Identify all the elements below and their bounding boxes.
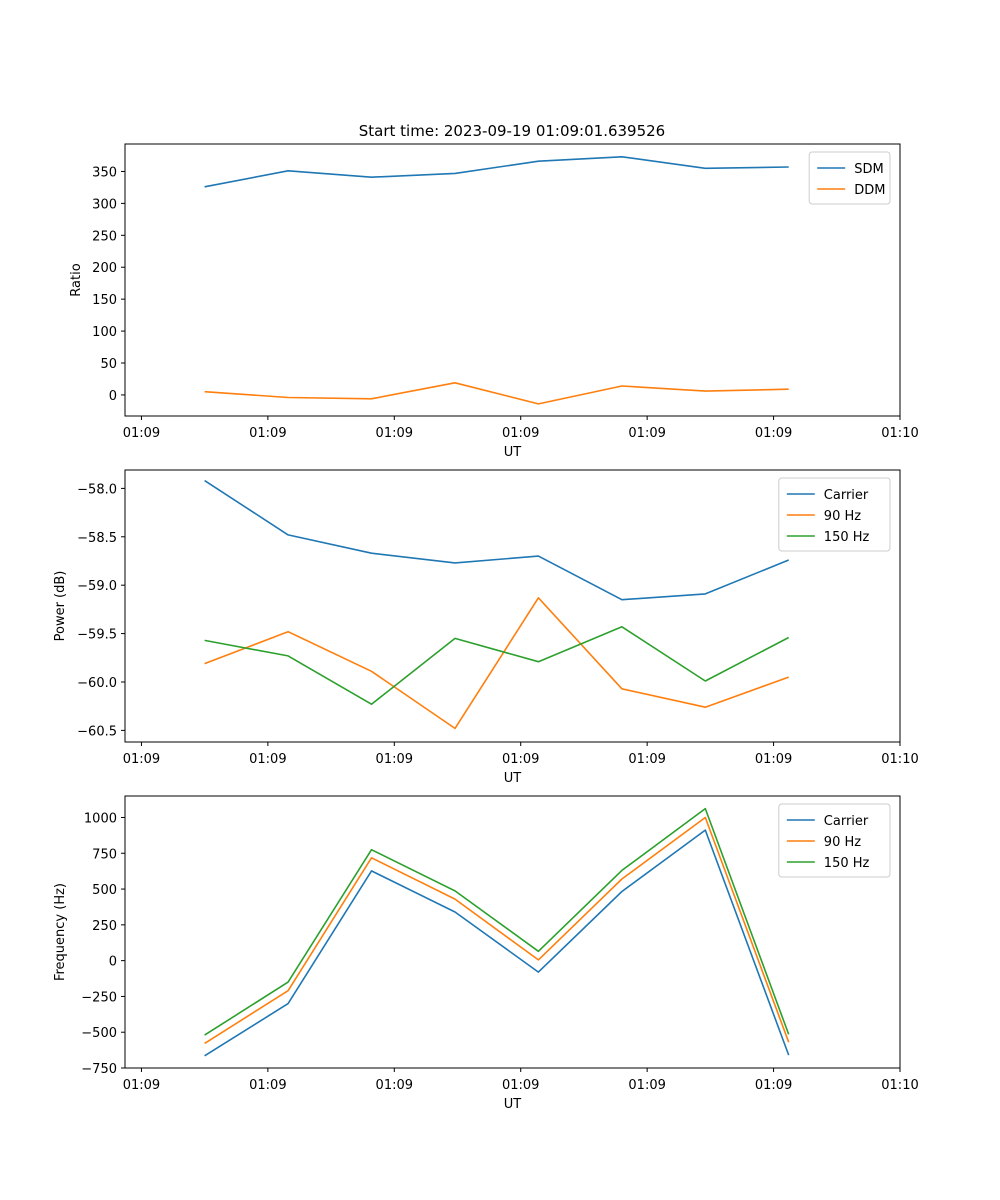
- y-tick-label: 750: [92, 847, 117, 862]
- series-line-150-hz: [204, 807, 790, 1036]
- y-axis-label: Ratio: [69, 263, 84, 296]
- y-tick-label: 150: [92, 293, 117, 308]
- y-tick-label: −250: [81, 990, 117, 1005]
- series-line-150-hz: [204, 625, 790, 706]
- x-tick-label: 01:09: [755, 752, 792, 767]
- x-tick-label: 01:10: [881, 426, 918, 441]
- x-tick-label: 01:09: [376, 1078, 413, 1093]
- y-tick-label: 1000: [84, 811, 117, 826]
- x-axis-label: UT: [504, 1097, 522, 1112]
- y-tick-label: −58.0: [77, 482, 117, 497]
- y-tick-label: −59.0: [77, 579, 117, 594]
- y-tick-label: −750: [81, 1062, 117, 1077]
- y-tick-label: −60.0: [77, 676, 117, 691]
- x-tick-label: 01:09: [123, 426, 160, 441]
- y-tick-label: 250: [92, 919, 117, 934]
- x-tick-label: 01:09: [123, 1078, 160, 1093]
- y-tick-label: 200: [92, 261, 117, 276]
- legend: Carrier 90 Hz 150 Hz: [778, 803, 891, 878]
- x-tick-label: 01:09: [249, 426, 286, 441]
- x-tick-label: 01:09: [502, 752, 539, 767]
- x-tick-label: 01:09: [502, 1078, 539, 1093]
- x-tick-label: 01:10: [881, 752, 918, 767]
- legend: Carrier 90 Hz 150 Hz: [778, 477, 891, 552]
- x-tick-label: 01:10: [881, 1078, 918, 1093]
- legend-label: SDM: [854, 162, 883, 177]
- legend-box: [808, 151, 891, 205]
- y-tick-label: 350: [92, 165, 117, 180]
- legend-label: 90 Hz: [824, 509, 861, 524]
- x-axis-label: UT: [504, 445, 522, 460]
- chart-panel-3: −750 −500 −250 0 250 500 750 1000 01:09 01:09 01:0…: [53, 795, 919, 1112]
- x-tick-label: 01:09: [376, 752, 413, 767]
- legend-label: Carrier: [824, 814, 869, 829]
- x-tick-label: 01:09: [628, 752, 665, 767]
- series-line-90-hz: [204, 596, 789, 730]
- y-axis-label: Frequency (Hz): [53, 883, 68, 981]
- series-line-90-hz: [204, 816, 790, 1045]
- y-tick-label: 250: [92, 229, 117, 244]
- x-tick-label: 01:09: [628, 1078, 665, 1093]
- series-line-carrier: [204, 479, 790, 601]
- series-line-sdm: [204, 156, 789, 188]
- y-tick-label: 300: [92, 197, 117, 212]
- y-axis-label: Power (dB): [53, 571, 68, 642]
- series-line-ddm: [204, 381, 789, 405]
- chart-panel-2: −60.5 −60.0 −59.5 −59.0 −58.5 −58.0 01:09 01:09…: [53, 469, 919, 786]
- axes-frame: [124, 795, 901, 1069]
- x-tick-label: 01:09: [755, 426, 792, 441]
- y-tick-label: 50: [100, 357, 117, 372]
- y-tick-label: 0: [109, 955, 117, 970]
- x-tick-label: 01:09: [123, 752, 160, 767]
- legend-label: Carrier: [824, 488, 869, 503]
- y-tick-label: 100: [92, 325, 117, 340]
- y-tick-label: −500: [81, 1026, 117, 1041]
- figure-title: Start time: 2023-09-19 01:09:01.639526: [359, 122, 665, 140]
- legend-label: 150 Hz: [824, 530, 870, 545]
- series-line-carrier: [204, 829, 790, 1057]
- axes-frame: [124, 143, 901, 417]
- legend: SDM DDM: [808, 151, 891, 205]
- y-tick-label: 500: [92, 883, 117, 898]
- chart-panel-1: 0 50 100 150 200 250 300 350 01:09 01:09 01:09 01:0…: [69, 143, 919, 460]
- y-tick-label: 0: [109, 389, 117, 404]
- axes-frame: [124, 469, 901, 743]
- x-tick-label: 01:09: [249, 752, 286, 767]
- x-tick-label: 01:09: [502, 426, 539, 441]
- y-tick-label: −59.5: [77, 628, 117, 643]
- legend-box: [778, 477, 891, 552]
- x-tick-label: 01:09: [628, 426, 665, 441]
- legend-box: [778, 803, 891, 878]
- y-tick-label: −60.5: [77, 724, 117, 739]
- legend-label: 90 Hz: [824, 835, 861, 850]
- x-tick-label: 01:09: [249, 1078, 286, 1093]
- legend-label: DDM: [854, 183, 885, 198]
- x-tick-label: 01:09: [376, 426, 413, 441]
- y-tick-label: −58.5: [77, 531, 117, 546]
- x-tick-label: 01:09: [755, 1078, 792, 1093]
- legend-label: 150 Hz: [824, 856, 870, 871]
- x-axis-label: UT: [504, 771, 522, 786]
